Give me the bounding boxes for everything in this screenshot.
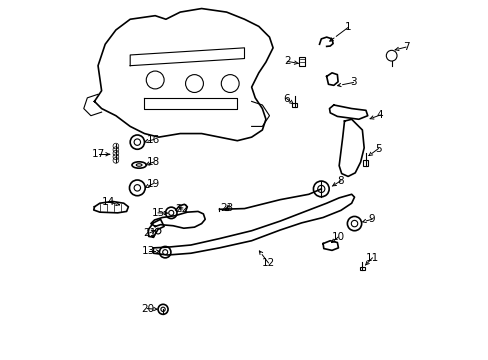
Bar [360,267,364,270]
Text: 8: 8 [337,176,344,186]
Text: 3: 3 [349,77,356,87]
Bar [224,207,228,210]
Text: 23: 23 [220,203,233,213]
Text: 6: 6 [283,94,289,104]
Bar [363,160,367,166]
Text: 14: 14 [102,197,115,207]
Text: 15: 15 [151,208,164,218]
Text: 20: 20 [141,303,154,314]
Text: 18: 18 [146,157,160,167]
Text: 1: 1 [344,22,351,32]
Text: 9: 9 [368,214,375,224]
Text: 16: 16 [146,135,160,145]
Text: 5: 5 [374,144,381,154]
Text: 21: 21 [143,228,156,238]
Text: 13: 13 [142,247,155,256]
Text: 11: 11 [365,253,378,263]
Bar [298,58,305,66]
Bar [291,103,296,108]
Text: 7: 7 [402,42,408,52]
Text: 10: 10 [331,232,344,242]
Text: 4: 4 [376,110,383,120]
Text: 12: 12 [261,258,274,268]
Text: 19: 19 [146,179,160,189]
Text: 17: 17 [92,149,105,159]
Text: 2: 2 [284,57,290,66]
Text: 22: 22 [175,204,188,214]
